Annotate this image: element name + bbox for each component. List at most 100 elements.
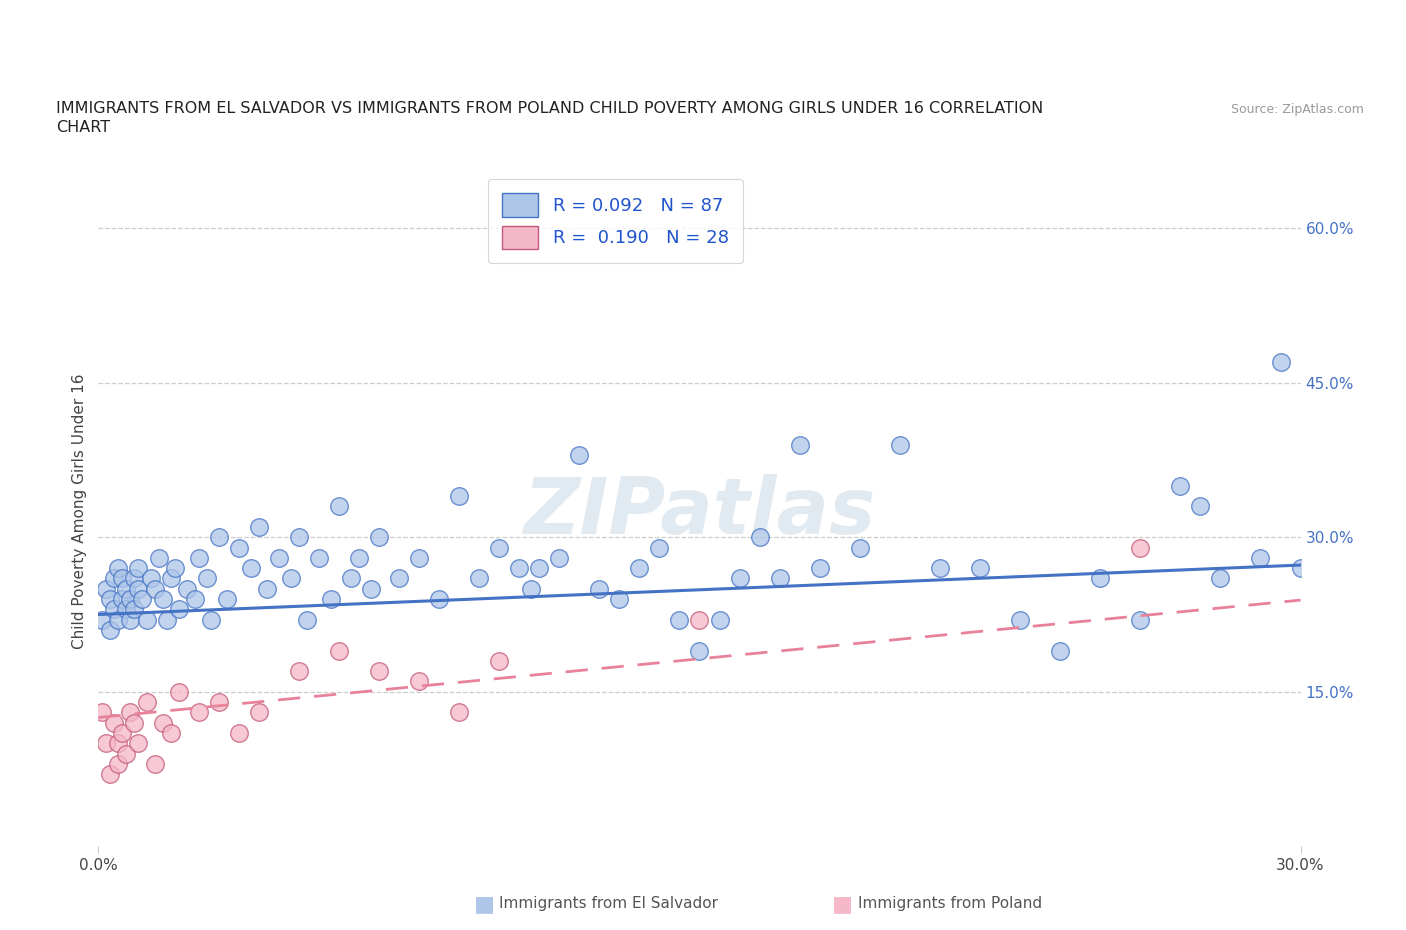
Point [152, 591, 174, 606]
Point [609, 591, 631, 606]
Point [1088, 571, 1111, 586]
Point [120, 705, 142, 720]
Point [328, 644, 350, 658]
Point [628, 561, 651, 576]
Point [447, 488, 470, 503]
Point [107, 756, 129, 771]
Point [319, 591, 342, 606]
Point [368, 664, 391, 679]
Point [163, 561, 186, 576]
Point [1010, 612, 1032, 627]
Point [247, 705, 270, 720]
Point [195, 571, 218, 586]
Point [155, 612, 177, 627]
Point [208, 695, 231, 710]
Point [347, 551, 370, 565]
Point [103, 571, 125, 586]
Point [295, 612, 318, 627]
Text: ■: ■ [474, 894, 495, 914]
Point [969, 561, 991, 576]
Point [588, 581, 610, 596]
Point [124, 715, 146, 730]
Point [689, 612, 711, 627]
Y-axis label: Child Poverty Among Girls Under 16: Child Poverty Among Girls Under 16 [72, 374, 87, 649]
Text: IMMIGRANTS FROM EL SALVADOR VS IMMIGRANTS FROM POLAND CHILD POVERTY AMONG GIRLS : IMMIGRANTS FROM EL SALVADOR VS IMMIGRANT… [56, 101, 1043, 116]
Point [508, 561, 530, 576]
Point [668, 612, 690, 627]
Point [748, 530, 770, 545]
Point [1270, 354, 1292, 369]
Point [408, 551, 430, 565]
Point [152, 715, 174, 730]
Point [96, 581, 118, 596]
Point [488, 540, 510, 555]
Point [709, 612, 731, 627]
Point [520, 581, 543, 596]
Point [529, 561, 551, 576]
Point [143, 756, 166, 771]
Text: ZIPatlas: ZIPatlas [523, 473, 876, 550]
Point [124, 602, 146, 617]
Point [228, 540, 250, 555]
Point [111, 591, 134, 606]
Point [388, 571, 411, 586]
Point [131, 591, 153, 606]
Point [139, 571, 162, 586]
Point [120, 591, 142, 606]
Point [100, 766, 122, 781]
Point [468, 571, 491, 586]
Point [183, 591, 205, 606]
Point [1289, 561, 1312, 576]
Point [167, 684, 190, 699]
Point [115, 581, 138, 596]
Point [247, 520, 270, 535]
Point [215, 591, 238, 606]
Point [1189, 498, 1212, 513]
Point [91, 612, 114, 627]
Point [256, 581, 278, 596]
Point [111, 571, 134, 586]
Point [111, 725, 134, 740]
Point [808, 561, 831, 576]
Point [360, 581, 382, 596]
Point [148, 551, 170, 565]
Point [124, 571, 146, 586]
Point [228, 725, 250, 740]
Point [187, 705, 209, 720]
Point [789, 437, 811, 452]
Point [135, 612, 157, 627]
Point [100, 591, 122, 606]
Point [107, 612, 129, 627]
Point [889, 437, 911, 452]
Point [135, 695, 157, 710]
Point [159, 571, 181, 586]
Point [288, 664, 311, 679]
Legend: R = 0.092   N = 87, R =  0.190   N = 28: R = 0.092 N = 87, R = 0.190 N = 28 [488, 179, 742, 263]
Point [340, 571, 363, 586]
Point [288, 530, 311, 545]
Point [200, 612, 222, 627]
Point [103, 715, 125, 730]
Text: Immigrants from El Salvador: Immigrants from El Salvador [499, 897, 718, 911]
Text: CHART: CHART [56, 120, 110, 135]
Point [488, 654, 510, 669]
Text: Immigrants from Poland: Immigrants from Poland [858, 897, 1042, 911]
Point [648, 540, 671, 555]
Point [1170, 478, 1192, 493]
Point [568, 447, 591, 462]
Point [929, 561, 952, 576]
Point [728, 571, 751, 586]
Point [115, 602, 138, 617]
Text: ■: ■ [832, 894, 853, 914]
Point [1209, 571, 1232, 586]
Point [308, 551, 330, 565]
Point [100, 622, 122, 637]
Point [208, 530, 231, 545]
Point [103, 602, 125, 617]
Point [769, 571, 792, 586]
Point [689, 644, 711, 658]
Point [1049, 644, 1071, 658]
Point [368, 530, 391, 545]
Point [849, 540, 872, 555]
Point [107, 561, 129, 576]
